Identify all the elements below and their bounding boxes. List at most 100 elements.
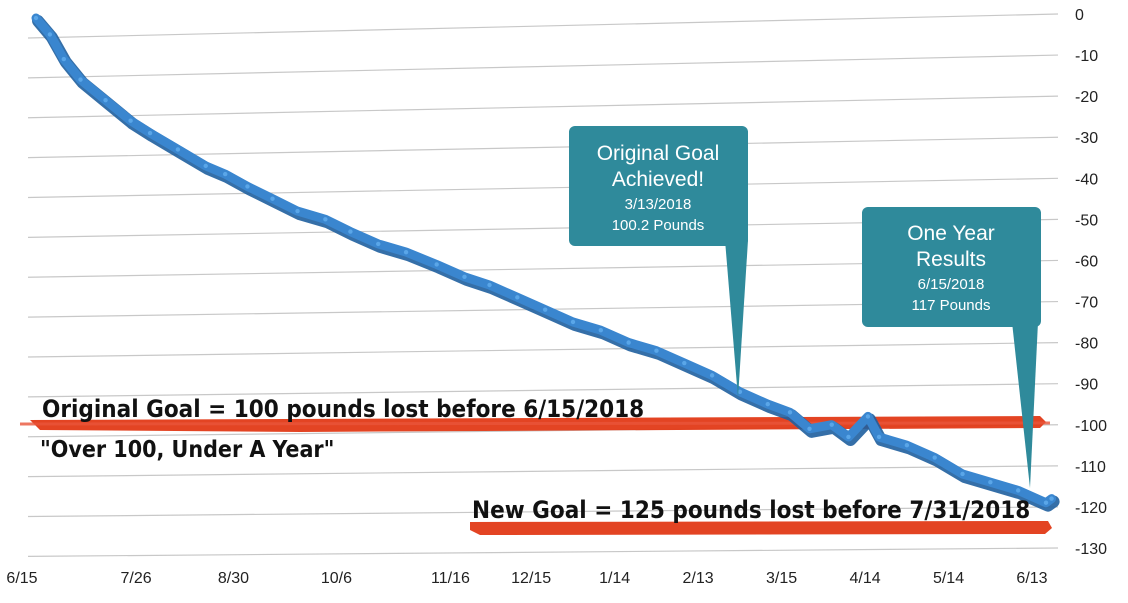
new-goal-highlight [470, 521, 1052, 535]
x-tick-label: 5/14 [933, 570, 964, 587]
data-point [128, 118, 133, 123]
y-axis-ticks: 0 -10 -20 -30 -40 -50 -60 -70 -80 -90 -100 -110 -120… [1075, 7, 1107, 558]
y-tick-label: -20 [1075, 89, 1098, 106]
data-point [626, 340, 631, 345]
callout-goal-achieved-date: 3/13/2018 [625, 196, 692, 213]
data-point [737, 389, 743, 394]
data-point [709, 373, 715, 378]
data-point [175, 147, 181, 152]
data-point [245, 184, 250, 189]
x-tick-label: 1/14 [599, 570, 630, 587]
data-point [434, 262, 439, 267]
gridline [27, 465, 1059, 478]
data-point [1049, 496, 1054, 501]
data-point [78, 77, 83, 82]
data-point [829, 422, 834, 427]
data-point [876, 434, 882, 440]
data-point [932, 455, 937, 460]
data-point [787, 410, 793, 415]
data-point [33, 15, 39, 21]
y-tick-label: -120 [1075, 500, 1107, 517]
callout-goal-achieved-box [569, 126, 748, 246]
callout-one-year-detail: 117 Pounds [912, 297, 991, 314]
y-tick-label: -10 [1075, 48, 1098, 65]
y-tick-label: -70 [1075, 295, 1098, 312]
data-point [865, 414, 871, 419]
data-point [570, 319, 576, 325]
data-point [904, 443, 910, 448]
data-point [403, 249, 409, 255]
data-point [61, 56, 67, 62]
data-point [542, 307, 548, 312]
gridline [27, 95, 1059, 119]
y-tick-label: -110 [1075, 459, 1106, 476]
gridline [27, 547, 1059, 558]
data-point [270, 196, 275, 201]
data-point [223, 171, 228, 177]
data-point [1043, 500, 1049, 505]
callout-one-year: One Year Results 6/15/2018 117 Pounds [862, 207, 1041, 488]
gridline [27, 177, 1059, 199]
data-point [348, 229, 353, 234]
x-tick-label: 6/13 [1016, 570, 1047, 587]
data-point [323, 217, 328, 222]
gridline [27, 383, 1059, 398]
y-tick-label: -40 [1075, 171, 1098, 188]
data-point [960, 471, 965, 477]
callout-goal-achieved-detail: 100.2 Pounds [612, 217, 705, 234]
data-point [654, 348, 659, 353]
x-tick-label: 3/15 [766, 570, 797, 587]
data-point [103, 97, 108, 103]
x-tick-label: 7/26 [121, 570, 152, 587]
y-tick-label: -50 [1075, 212, 1098, 229]
series-weight-change [31, 13, 1060, 512]
data-point [295, 208, 300, 214]
data-point [988, 479, 993, 485]
x-axis-ticks: 6/15 7/26 8/30 10/6 11/16 12/15 1/14 2/13 3/15 4/… [6, 570, 1047, 587]
data-point [515, 295, 520, 300]
y-tick-label: -30 [1075, 130, 1098, 147]
callout-goal-achieved: Original Goal Achieved! 3/13/2018 100.2 … [569, 126, 748, 398]
data-point [487, 282, 492, 288]
data-point [598, 327, 604, 333]
gridline [27, 13, 1059, 39]
data-point [765, 401, 770, 407]
y-tick-label: -60 [1075, 253, 1098, 270]
gridline [27, 506, 1059, 518]
y-tick-label: -80 [1075, 336, 1098, 353]
y-tick-label: -130 [1075, 541, 1107, 558]
data-point [1015, 488, 1021, 493]
y-tick-label: 0 [1075, 7, 1084, 24]
callout-one-year-pointer [1012, 322, 1038, 488]
x-tick-label: 10/6 [321, 570, 352, 587]
data-point [203, 163, 208, 169]
x-tick-label: 8/30 [218, 570, 249, 587]
callout-one-year-date: 6/15/2018 [918, 276, 985, 293]
gridline [27, 342, 1059, 358]
x-tick-label: 11/16 [431, 570, 470, 587]
data-point [807, 426, 812, 431]
original-goal-note: Original Goal = 100 pounds lost before 6… [42, 395, 644, 423]
data-point [682, 360, 687, 366]
over-100-note: "Over 100, Under A Year" [40, 437, 334, 463]
data-point [47, 32, 53, 37]
data-point [376, 241, 381, 247]
y-tick-label: -100 [1075, 418, 1107, 435]
callout-one-year-title-1: One Year [907, 222, 995, 245]
gridline [27, 136, 1059, 159]
original-goal-highlight-stroke [19, 421, 1051, 426]
callout-one-year-title-2: Results [916, 248, 986, 271]
data-point [846, 434, 851, 440]
data-point [462, 274, 467, 279]
x-tick-label: 2/13 [683, 570, 714, 587]
data-point [147, 130, 153, 136]
callout-goal-achieved-title-2: Achieved! [612, 168, 704, 191]
x-tick-label: 6/15 [6, 570, 37, 587]
y-tick-label: -90 [1075, 377, 1098, 394]
callout-goal-achieved-title-1: Original Goal [597, 142, 720, 165]
gridline [27, 54, 1059, 79]
new-goal-note: New Goal = 125 pounds lost before 7/31/2… [472, 496, 1030, 524]
x-tick-label: 4/14 [849, 570, 880, 587]
callout-goal-achieved-pointer [725, 240, 748, 398]
